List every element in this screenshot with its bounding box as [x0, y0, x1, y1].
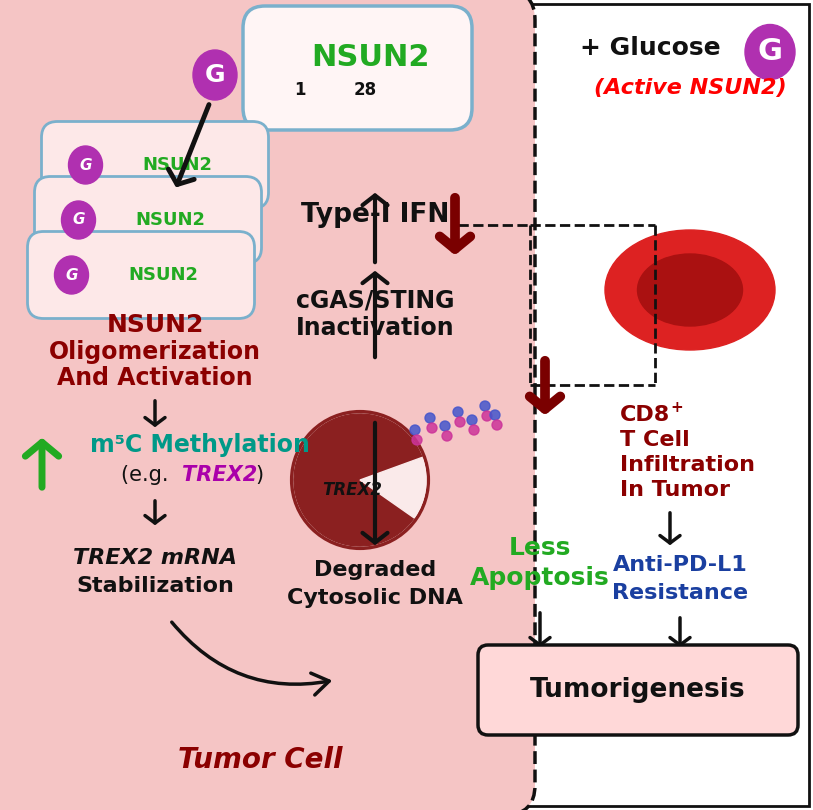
Text: CD8: CD8 [620, 405, 670, 425]
Text: Tumor Cell: Tumor Cell [178, 746, 342, 774]
Text: T Cell: T Cell [620, 430, 689, 450]
Text: G: G [72, 212, 85, 228]
Circle shape [490, 410, 500, 420]
Circle shape [294, 414, 426, 546]
Ellipse shape [68, 146, 102, 184]
Circle shape [467, 415, 477, 425]
Ellipse shape [193, 50, 237, 100]
FancyArrowPatch shape [172, 622, 329, 695]
Text: G: G [79, 157, 92, 173]
Text: G: G [758, 37, 782, 66]
FancyBboxPatch shape [28, 232, 254, 318]
Text: TREX2: TREX2 [322, 481, 382, 499]
Circle shape [492, 420, 502, 430]
Circle shape [427, 423, 437, 433]
Circle shape [455, 417, 465, 427]
Text: NSUN2: NSUN2 [311, 44, 429, 73]
Circle shape [292, 412, 428, 548]
Wedge shape [294, 414, 422, 546]
Ellipse shape [637, 254, 742, 326]
Text: ): ) [255, 465, 263, 485]
FancyBboxPatch shape [34, 177, 262, 263]
Circle shape [410, 425, 420, 435]
Circle shape [425, 413, 435, 423]
FancyBboxPatch shape [478, 645, 798, 735]
Text: m⁵C Methylation: m⁵C Methylation [90, 433, 310, 457]
Ellipse shape [54, 256, 89, 294]
Text: (Active NSUN2): (Active NSUN2) [593, 78, 786, 98]
Text: NSUN2: NSUN2 [128, 266, 198, 284]
Circle shape [480, 401, 490, 411]
Text: Degraded: Degraded [314, 560, 436, 580]
Text: Cytosolic DNA: Cytosolic DNA [287, 588, 463, 608]
Text: Type-I IFN: Type-I IFN [301, 202, 450, 228]
Ellipse shape [745, 24, 795, 79]
Text: Oligomerization: Oligomerization [49, 340, 261, 364]
Text: + Glucose: + Glucose [580, 36, 720, 60]
Text: cGAS/STING: cGAS/STING [296, 288, 454, 312]
Text: 1: 1 [294, 81, 306, 99]
Text: Stabilization: Stabilization [76, 576, 234, 596]
Text: Tumorigenesis: Tumorigenesis [530, 677, 746, 703]
Text: Resistance: Resistance [612, 583, 748, 603]
Circle shape [440, 421, 450, 431]
Text: G: G [205, 63, 225, 87]
Circle shape [469, 425, 479, 435]
Circle shape [453, 407, 463, 417]
Text: And Activation: And Activation [57, 366, 253, 390]
Circle shape [442, 431, 452, 441]
FancyBboxPatch shape [243, 6, 472, 130]
Circle shape [482, 411, 492, 421]
Ellipse shape [62, 201, 95, 239]
Text: NSUN2: NSUN2 [107, 313, 204, 337]
Text: Less: Less [509, 536, 572, 560]
Text: G: G [65, 267, 78, 283]
FancyBboxPatch shape [0, 0, 535, 810]
Text: TREX2: TREX2 [182, 465, 258, 485]
Text: In Tumor: In Tumor [620, 480, 730, 500]
FancyBboxPatch shape [41, 122, 268, 208]
Text: NSUN2: NSUN2 [142, 156, 212, 174]
Text: Inactivation: Inactivation [296, 316, 454, 340]
Ellipse shape [605, 230, 775, 350]
Text: +: + [670, 399, 683, 415]
Text: Anti-PD-L1: Anti-PD-L1 [613, 555, 747, 575]
Text: (e.g.: (e.g. [121, 465, 175, 485]
Text: Apoptosis: Apoptosis [470, 566, 610, 590]
Wedge shape [360, 458, 426, 518]
Text: NSUN2: NSUN2 [135, 211, 205, 229]
Circle shape [412, 435, 422, 445]
Text: Infiltration: Infiltration [620, 455, 755, 475]
Text: 28: 28 [354, 81, 376, 99]
Text: TREX2 mRNA: TREX2 mRNA [73, 548, 237, 568]
